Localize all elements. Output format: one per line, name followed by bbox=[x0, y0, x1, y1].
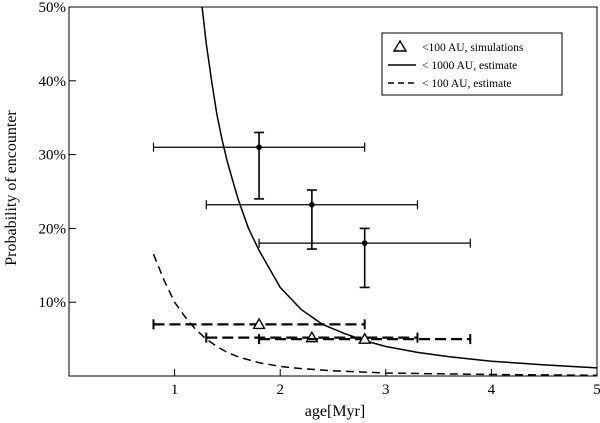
legend-label: <100 AU, simulations bbox=[422, 42, 524, 54]
legend-box bbox=[381, 32, 563, 96]
legend-label: < 100 AU, estimate bbox=[422, 78, 512, 90]
x-tick-label: 3 bbox=[382, 382, 390, 398]
plot-area bbox=[68, 6, 598, 377]
x-tick-label: 1 bbox=[171, 382, 179, 398]
x-tick-label: 4 bbox=[488, 382, 496, 398]
y-tick-label: 30% bbox=[39, 148, 67, 164]
y-tick-label: 20% bbox=[39, 221, 67, 237]
y-tick-label: 10% bbox=[39, 295, 67, 311]
triangle-marker bbox=[358, 332, 372, 344]
x-tick-label: 5 bbox=[593, 382, 600, 398]
y-tick-label: 40% bbox=[39, 74, 67, 90]
x-axis-label: age[Myr] bbox=[305, 403, 365, 420]
legend-triangle-icon bbox=[392, 39, 408, 52]
data-point bbox=[309, 201, 315, 208]
y-tick-label: 50% bbox=[39, 0, 67, 16]
curve-1000au-estimate bbox=[201, 6, 598, 369]
curve-100au-estimate bbox=[152, 253, 598, 377]
series-layer bbox=[152, 6, 598, 377]
data-point bbox=[256, 144, 262, 151]
triangle-marker bbox=[252, 317, 266, 330]
plot-frame bbox=[68, 6, 598, 377]
y-axis-label: Probability of encounter bbox=[3, 110, 20, 266]
data-point bbox=[361, 240, 368, 246]
x-tick-label: 2 bbox=[276, 382, 284, 398]
legend: <100 AU, simulations < 1000 AU, estimate <… bbox=[381, 32, 563, 96]
legend-label: < 1000 AU, estimate bbox=[422, 60, 517, 72]
axes: 1 2 3 4 5 10% 20% 30% 40% 50% bbox=[39, 0, 600, 398]
